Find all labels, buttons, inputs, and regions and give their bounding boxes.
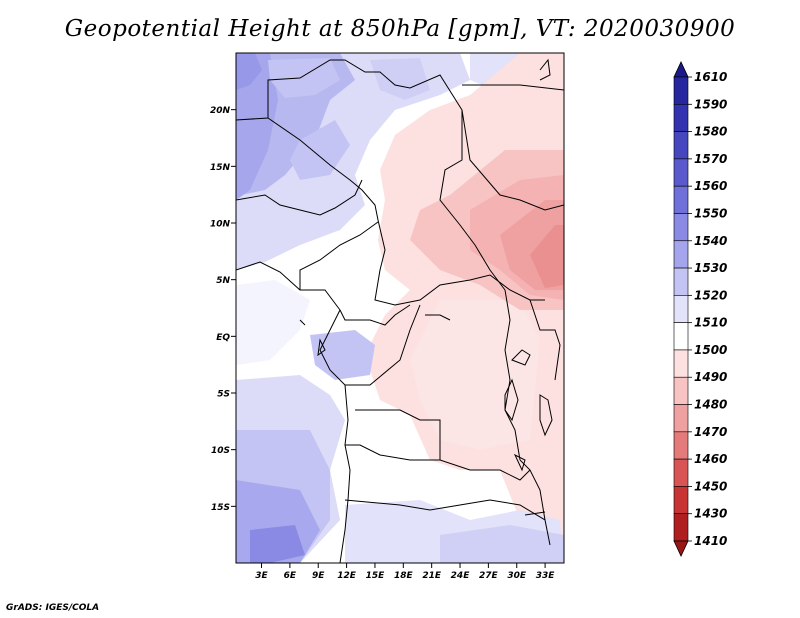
colorbar-label: 1410 — [694, 534, 727, 548]
colorbar: 1610 1590 1580 1570 1560 1550 1540 1530 1520 1510… — [673, 61, 727, 557]
colorbar-label: 1470 — [694, 425, 727, 439]
colorbar-cap-bottom — [673, 540, 689, 557]
colorbar-box — [673, 185, 689, 214]
colorbar-label: 1480 — [694, 398, 727, 412]
colorbar-box — [673, 458, 689, 487]
latitude-axis: 20N 15N 10N 5N EQ 5S 10S 15S — [210, 106, 236, 513]
colorbar-label: 1510 — [694, 316, 727, 330]
colorbar-label: 1570 — [694, 152, 727, 166]
colorbar-label: 1450 — [694, 479, 727, 493]
colorbar-box — [673, 404, 689, 433]
colorbar-label: 1540 — [694, 234, 727, 248]
longitude-axis: 3E 6E 9E 12E 15E 18E 21E 24E 27E 30E 33E — [255, 563, 555, 581]
colorbar-box — [673, 103, 689, 132]
colorbar-label: 1460 — [694, 452, 727, 466]
colorbar-box — [673, 376, 689, 405]
colorbar-box — [673, 349, 689, 378]
colorbar-box — [673, 158, 689, 187]
map-frame — [235, 52, 565, 564]
lon-tick-label: 18E — [394, 571, 414, 581]
lat-tick-label: 10S — [211, 446, 230, 456]
colorbar-label: 1530 — [694, 261, 727, 275]
lon-tick-label: 21E — [422, 571, 442, 581]
lat-tick-label: 15N — [210, 163, 231, 173]
lon-tick-label: 24E — [451, 571, 471, 581]
lat-tick-label: 5S — [217, 390, 230, 400]
lon-tick-label: 3E — [255, 571, 268, 581]
colorbar-label: 1590 — [694, 97, 727, 111]
colorbar-cap-top — [673, 61, 689, 78]
colorbar-box — [673, 240, 689, 269]
colorbar-box — [673, 76, 689, 105]
colorbar-box — [673, 486, 689, 515]
lon-tick-label: 6E — [284, 571, 297, 581]
country-borders — [236, 58, 564, 563]
colorbar-label: 1580 — [694, 125, 727, 139]
lat-tick-label: 20N — [210, 106, 231, 116]
lat-tick-label: 5N — [216, 276, 230, 286]
grads-credit: GrADS: IGES/COLA — [6, 603, 100, 613]
lat-tick-label: 15S — [211, 503, 230, 513]
lon-tick-label: 12E — [337, 571, 357, 581]
colorbar-label: 1500 — [694, 343, 727, 357]
height-field — [236, 53, 564, 563]
colorbar-label: 1520 — [694, 288, 727, 302]
lon-tick-label: 27E — [479, 571, 499, 581]
colorbar-label: 1610 — [694, 70, 727, 84]
colorbar-label: 1560 — [694, 179, 727, 193]
colorbar-box — [673, 213, 689, 242]
colorbar-label: 1550 — [694, 206, 727, 220]
map-title: Geopotential Height at 850hPa [gpm], VT:… — [64, 16, 736, 42]
lat-tick-label: 10N — [210, 220, 231, 230]
colorbar-box — [673, 322, 689, 351]
lon-tick-label: 30E — [507, 571, 527, 581]
colorbar-box — [673, 295, 689, 323]
colorbar-box — [673, 267, 689, 296]
colorbar-box — [673, 131, 689, 160]
lon-tick-label: 33E — [536, 571, 556, 581]
colorbar-label: 1490 — [694, 370, 727, 384]
colorbar-label: 1430 — [694, 507, 727, 521]
colorbar-box — [673, 513, 689, 542]
lon-tick-label: 15E — [366, 571, 386, 581]
lon-tick-label: 9E — [312, 571, 325, 581]
lat-tick-label: EQ — [216, 333, 230, 343]
colorbar-box — [673, 431, 689, 460]
